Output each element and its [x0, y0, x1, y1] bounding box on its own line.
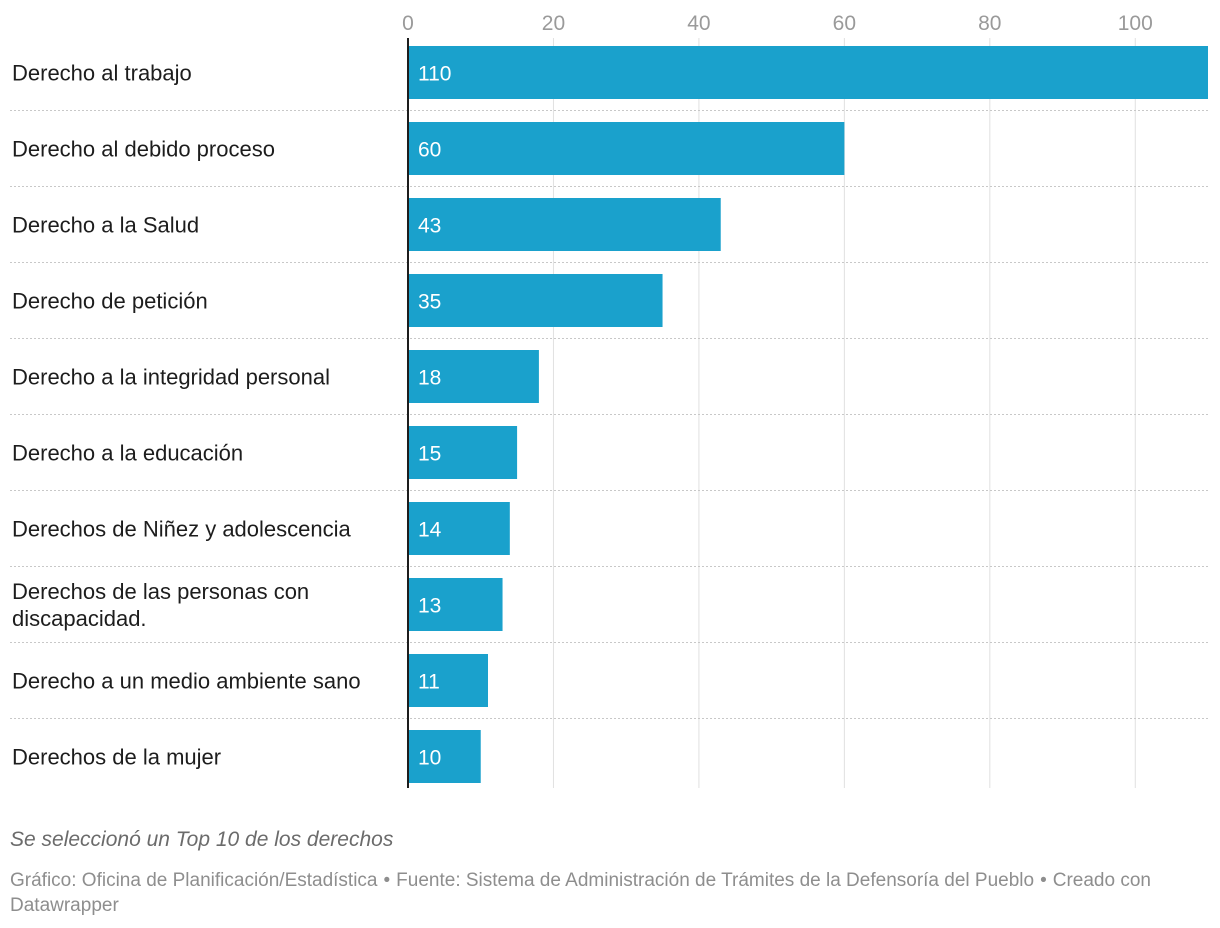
bar-value-label: 110 [418, 63, 451, 86]
bar-value-label: 14 [418, 519, 442, 542]
category-label: Derecho a un medio ambiente sano [12, 669, 361, 694]
chart-notes: Se seleccionó un Top 10 de los derechos [10, 828, 394, 851]
x-tick-label: 80 [978, 12, 1001, 35]
bar [408, 350, 539, 403]
footer-chart-by: Gráfico: Oficina de Planificación/Estadí… [10, 870, 378, 891]
bar [408, 426, 518, 479]
category-label: Derecho al debido proceso [12, 137, 275, 162]
bar-value-label: 13 [418, 595, 441, 618]
bar-chart: 0 20 40 60 80 100 110 Derecho al trabajo 60 Derec… [10, 12, 1208, 788]
category-label: Derecho a la integridad personal [12, 365, 330, 390]
footer-created-with: Creado con Datawrapper [10, 870, 1151, 916]
bar-value-label: 10 [418, 747, 441, 770]
category-label: Derechos de la mujer [12, 745, 221, 770]
footer-separator: • [383, 870, 391, 891]
x-tick-label: 0 [402, 12, 414, 35]
bar [408, 578, 503, 631]
footer-separator: • [1040, 870, 1047, 891]
bar-value-label: 18 [418, 367, 441, 390]
x-tick-label: 40 [687, 12, 710, 35]
bar-value-label: 11 [418, 671, 440, 694]
bar-value-label: 43 [418, 215, 441, 238]
bar [408, 730, 481, 783]
category-label: Derechos de Niñez y adolescencia [12, 517, 352, 542]
category-label: Derecho a la educación [12, 441, 243, 466]
bar [408, 198, 721, 251]
bar [408, 274, 663, 327]
x-tick-label: 20 [542, 12, 565, 35]
category-label: Derechos de las personas con discapacidad… [12, 579, 309, 631]
bar [408, 122, 845, 175]
bar-value-label: 35 [418, 291, 441, 314]
bar-value-label: 15 [418, 443, 441, 466]
chart-footer: Gráfico: Oficina de Planificación/Estadí… [10, 868, 1210, 918]
bar [408, 654, 488, 707]
x-tick-label: 60 [833, 12, 856, 35]
bar [408, 46, 1208, 99]
footer-source: Fuente: Sistema de Administración de Trá… [396, 870, 1035, 891]
bar [408, 502, 510, 555]
category-label: Derecho a la Salud [12, 213, 199, 238]
x-tick-label: 100 [1118, 12, 1153, 35]
bar-value-label: 60 [418, 139, 441, 162]
category-label: Derecho de petición [12, 289, 208, 314]
category-label: Derecho al trabajo [12, 61, 192, 86]
